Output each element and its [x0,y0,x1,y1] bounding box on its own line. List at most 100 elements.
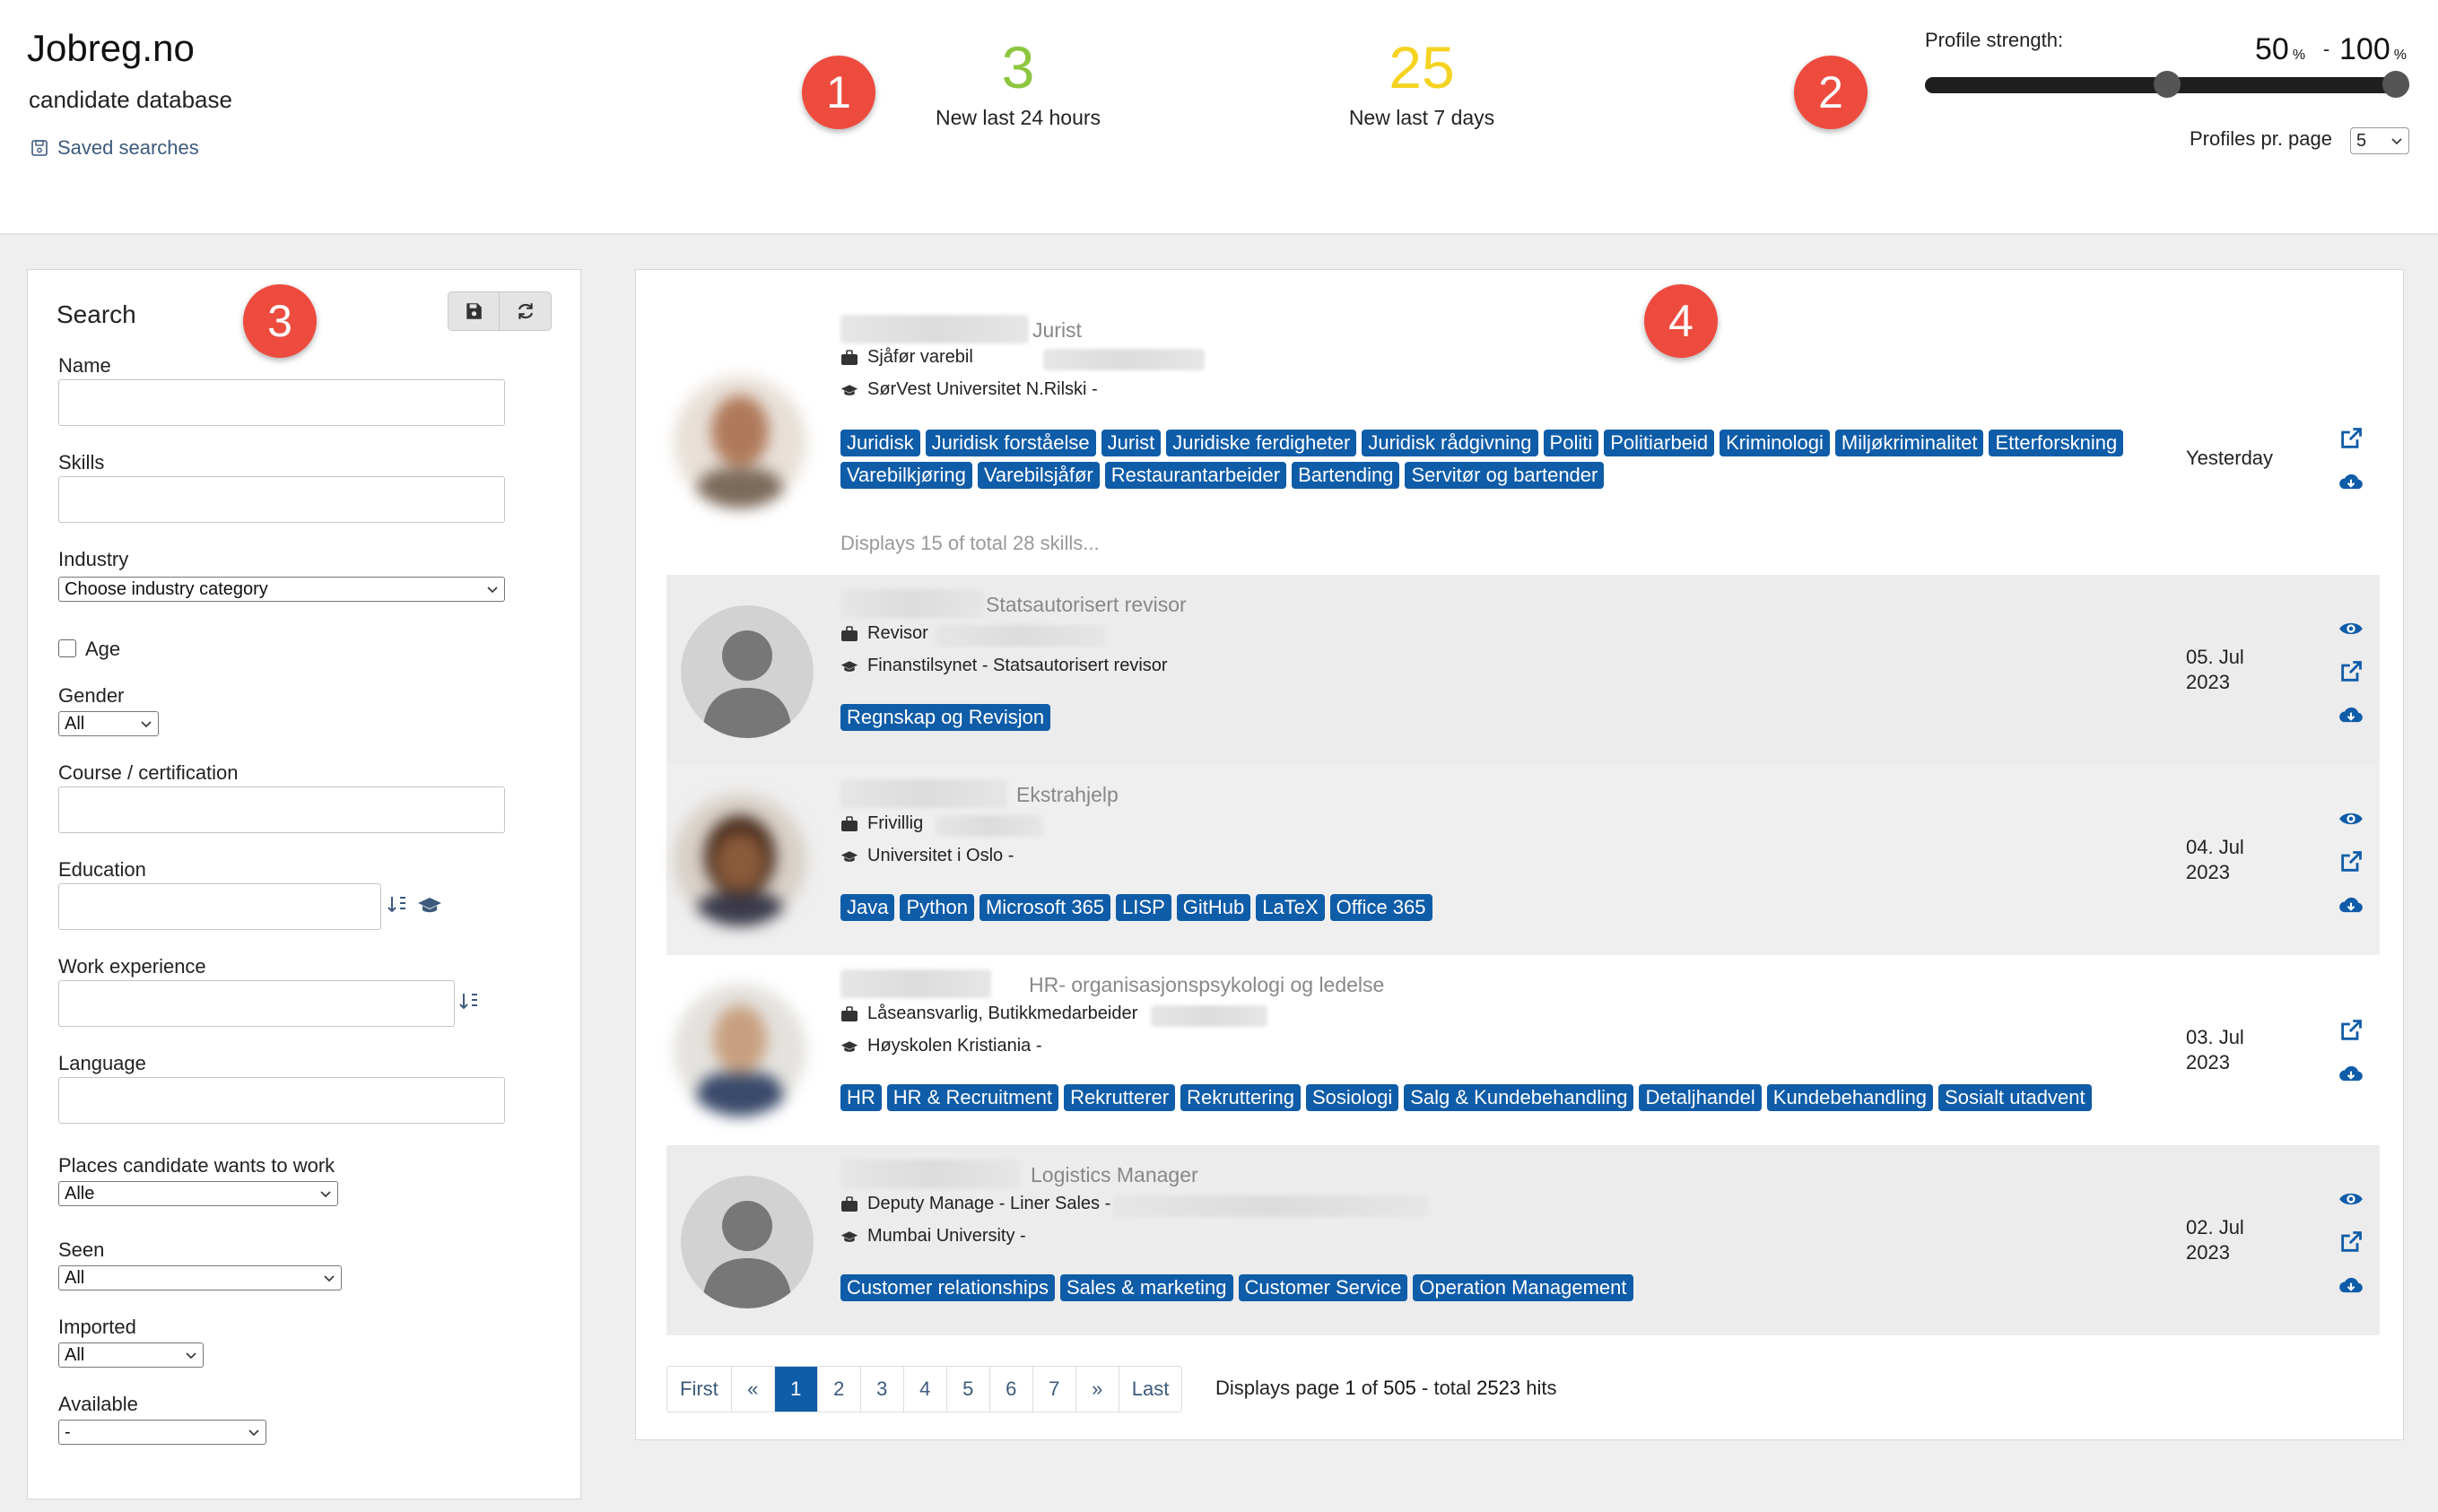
candidate-card[interactable]: Statsautorisert revisor Revisor Finansti… [666,575,2380,765]
saved-searches-link[interactable]: Saved searches [30,136,199,160]
open-profile-button[interactable] [2338,426,2364,451]
gender-select[interactable]: All [58,711,159,736]
profile-strength-slider[interactable] [1925,71,2409,98]
reset-search-button[interactable] [500,291,552,331]
candidate-name-redacted[interactable] [840,1160,1020,1188]
page-first[interactable]: First [667,1367,732,1412]
page-last[interactable]: Last [1119,1367,1182,1412]
download-cv-button[interactable] [2338,1061,2364,1086]
skill-tag[interactable]: Microsoft 365 [979,894,1111,921]
candidate-photo-placeholder[interactable] [681,1176,814,1308]
seen-select[interactable]: All [58,1265,342,1290]
candidate-photo[interactable] [674,984,806,1117]
open-profile-button[interactable] [2338,849,2364,874]
page-1[interactable]: 1 [774,1367,818,1412]
graduation-cap-icon[interactable] [417,894,442,916]
page-7[interactable]: 7 [1032,1367,1076,1412]
candidate-photo[interactable] [674,794,806,926]
slider-handle-min[interactable] [2154,71,2181,98]
slider-handle-max[interactable] [2382,71,2409,98]
sort-icon[interactable] [387,894,408,916]
name-input[interactable] [58,379,505,426]
open-profile-button[interactable] [2338,1018,2364,1043]
skill-tag[interactable]: Miljøkriminalitet [1834,430,1984,456]
skill-tag[interactable]: Customer Service [1238,1274,1408,1301]
skill-tag[interactable]: Office 365 [1329,894,1432,921]
open-profile-button[interactable] [2338,1230,2364,1255]
skill-tag[interactable]: Salg & Kundebehandling [1404,1084,1634,1111]
course-input[interactable] [58,786,505,833]
candidate-name-redacted[interactable] [840,969,991,998]
places-select[interactable]: Alle [58,1181,338,1206]
skill-tag[interactable]: Kriminologi [1720,430,1830,456]
candidate-card[interactable]: HR- organisasjonspsykologi og ledelse Lå… [666,955,2380,1145]
view-profile-button[interactable] [2338,616,2364,641]
skill-tag[interactable]: Rekruttering [1180,1084,1301,1111]
page-6[interactable]: 6 [989,1367,1033,1412]
language-input[interactable] [58,1077,505,1124]
skill-tag[interactable]: GitHub [1176,894,1251,921]
skill-tag[interactable]: Bartending [1292,462,1400,489]
available-select[interactable]: - [58,1420,266,1445]
skill-tag[interactable]: HR & Recruitment [886,1084,1059,1111]
industry-select[interactable]: Choose industry category [58,577,505,602]
age-checkbox[interactable] [58,639,76,657]
skill-tag[interactable]: Detaljhandel [1639,1084,1762,1111]
page-3[interactable]: 3 [860,1367,904,1412]
candidate-card[interactable]: Ekstrahjelp Frivillig Universitet i Oslo… [666,765,2380,955]
page-prev[interactable]: « [731,1367,775,1412]
imported-select[interactable]: All [58,1343,204,1368]
skill-tag[interactable]: Operation Management [1413,1274,1633,1301]
profiles-per-page-select[interactable]: 5 [2350,127,2409,154]
skill-tag[interactable]: Politiarbeid [1604,430,1715,456]
skill-tag[interactable]: Regnskap og Revisjon [840,704,1051,731]
skill-tag[interactable]: LISP [1116,894,1171,921]
skill-tag[interactable]: Juridisk forståelse [925,430,1096,456]
download-cv-button[interactable] [2338,1273,2364,1298]
skills-count-note[interactable]: Displays 15 of total 28 skills... [840,532,1100,554]
work-experience-input[interactable] [58,980,455,1027]
skill-tag[interactable]: Python [900,894,974,921]
page-2[interactable]: 2 [817,1367,861,1412]
candidate-card[interactable]: Jurist Sjåfør varebil SørVest Universite… [666,291,2380,575]
skill-tag[interactable]: LaTeX [1256,894,1325,921]
download-cv-button[interactable] [2338,702,2364,727]
skill-tag[interactable]: Juridiske ferdigheter [1166,430,1357,456]
view-profile-button[interactable] [2338,806,2364,831]
skill-tag[interactable]: Restaurantarbeider [1104,462,1287,489]
sort-icon[interactable] [458,991,480,1012]
candidate-name-redacted[interactable] [840,589,984,618]
skill-tag[interactable]: Politi [1543,430,1599,456]
skill-tag[interactable]: Customer relationships [840,1274,1055,1301]
education-input[interactable] [58,883,381,930]
skill-tag[interactable]: Etterforskning [1989,430,2124,456]
candidate-card[interactable]: Logistics Manager Deputy Manage - Liner … [666,1145,2380,1335]
skill-tag[interactable]: Varebilkjøring [840,462,972,489]
skill-tag[interactable]: Juridisk rådgivning [1362,430,1538,456]
skill-tag[interactable]: Jurist [1101,430,1162,456]
skill-tag[interactable]: Sales & marketing [1059,1274,1233,1301]
skills-input[interactable] [58,476,505,523]
save-search-button[interactable] [448,291,500,331]
app-logo[interactable]: Jobreg.no [27,27,195,69]
page-next[interactable]: » [1075,1367,1119,1412]
page-4[interactable]: 4 [903,1367,947,1412]
open-profile-button[interactable] [2338,659,2364,684]
candidate-name-redacted[interactable] [840,315,1029,343]
download-cv-button[interactable] [2338,469,2364,494]
skill-tag[interactable]: Rekrutterer [1064,1084,1176,1111]
skill-tag[interactable]: Servitør og bartender [1405,462,1605,489]
candidate-photo-placeholder[interactable] [681,605,814,738]
skill-tag[interactable]: Sosiologi [1305,1084,1399,1111]
skill-tag[interactable]: Juridisk [840,430,920,456]
candidate-name-redacted[interactable] [840,779,1007,808]
page-5[interactable]: 5 [946,1367,990,1412]
view-profile-button[interactable] [2338,1186,2364,1212]
skill-tag[interactable]: Java [840,894,895,921]
candidate-photo[interactable] [674,376,806,508]
skill-tag[interactable]: Varebilsjåfør [977,462,1100,489]
skill-tag[interactable]: Sosialt utadvent [1938,1084,2092,1111]
skill-tag[interactable]: HR [840,1084,882,1111]
skill-tag[interactable]: Kundebehandling [1766,1084,1934,1111]
download-cv-button[interactable] [2338,892,2364,917]
